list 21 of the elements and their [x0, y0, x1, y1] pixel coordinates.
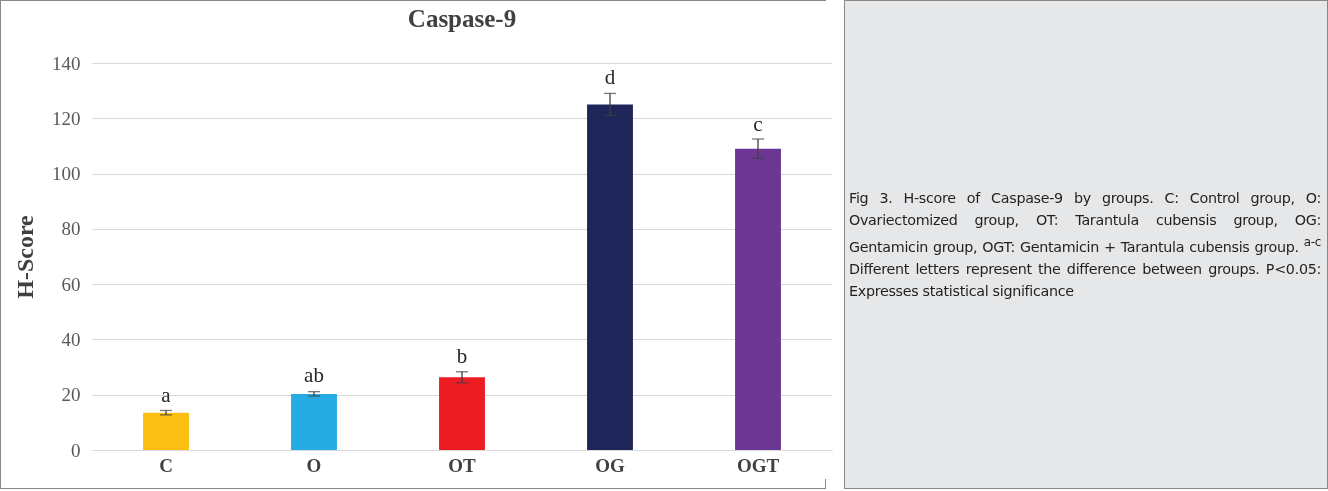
- x-tick-label: OGT: [736, 454, 780, 476]
- y-axis-title: H-Score: [12, 214, 38, 299]
- y-tick-label: 20: [61, 384, 81, 406]
- annotation: c: [753, 111, 763, 136]
- annotation: ab: [304, 363, 324, 388]
- y-tick-label: 60: [61, 273, 81, 295]
- y-tick-label: 40: [61, 328, 81, 350]
- x-tick-label: O: [306, 454, 322, 476]
- y-tick-label: 0: [71, 439, 81, 461]
- y-tick-label: 80: [61, 218, 81, 240]
- y-tick-label: 140: [52, 52, 81, 74]
- y-tick-label: 100: [52, 163, 81, 185]
- caption: Fig 3. H-score of Caspase-9 by groups. C: Control group, O: Ovariectomized group, OT: Tarantula cubensis group, OG: Gentamicin group, OGT: Gentamicin + Tarantula cubensis group. $^{a-c}$ Different letters represent the difference between groups. P<0.05: Expresses statistical significance: [849, 189, 1321, 301]
- annotation: a: [161, 382, 172, 407]
- annotation: b: [456, 344, 468, 369]
- x-tick-label: OG: [595, 454, 625, 476]
- chart-title: Caspase-9: [407, 5, 517, 32]
- annotation: d: [604, 64, 616, 89]
- x-tick-label: C: [159, 454, 173, 476]
- y-tick-label: 120: [52, 107, 81, 129]
- x-tick-label: OT: [448, 454, 477, 476]
